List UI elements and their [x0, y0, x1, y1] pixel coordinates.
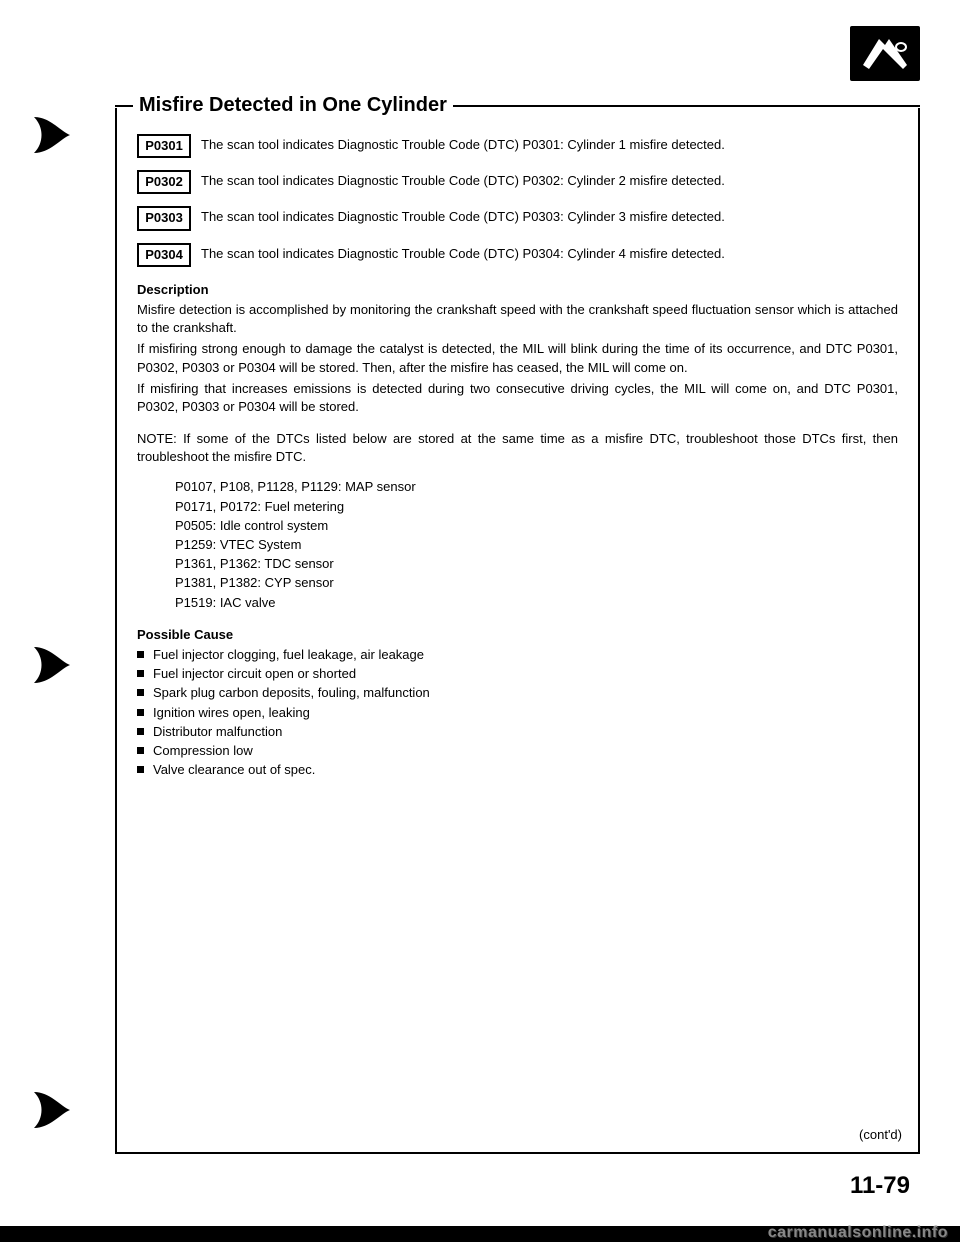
- related-dtc-list: P0107, P108, P1128, P1129: MAP sensor P0…: [175, 478, 898, 611]
- possible-cause-heading: Possible Cause: [137, 626, 898, 644]
- manufacturer-logo: [850, 26, 920, 81]
- dtc-row: P0301 The scan tool indicates Diagnostic…: [137, 134, 898, 158]
- list-item-text: Distributor malfunction: [153, 723, 282, 741]
- list-item-text: Compression low: [153, 742, 253, 760]
- title-row: Misfire Detected in One Cylinder: [115, 94, 920, 117]
- continued-label: (cont'd): [859, 1127, 902, 1142]
- list-item: Fuel injector clogging, fuel leakage, ai…: [137, 646, 898, 664]
- description-paragraph: If misfiring that increases emissions is…: [137, 380, 898, 416]
- dtc-code-box: P0302: [137, 170, 191, 194]
- possible-cause-list: Fuel injector clogging, fuel leakage, ai…: [137, 646, 898, 779]
- dtc-row: P0304 The scan tool indicates Diagnostic…: [137, 243, 898, 267]
- list-item: Spark plug carbon deposits, fouling, mal…: [137, 684, 898, 702]
- bullet-icon: [137, 766, 144, 773]
- list-item: P1361, P1362: TDC sensor: [175, 555, 898, 573]
- page-title: Misfire Detected in One Cylinder: [133, 94, 453, 117]
- description-heading: Description: [137, 281, 898, 299]
- dtc-row: P0303 The scan tool indicates Diagnostic…: [137, 206, 898, 230]
- bullet-icon: [137, 651, 144, 658]
- bullet-icon: [137, 670, 144, 677]
- watermark-text: carmanualsonline.info: [768, 1224, 948, 1242]
- dtc-code-box: P0303: [137, 206, 191, 230]
- list-item: P1259: VTEC System: [175, 536, 898, 554]
- section-arrow-icon: [30, 113, 74, 157]
- dtc-description: The scan tool indicates Diagnostic Troub…: [201, 243, 725, 263]
- list-item: Ignition wires open, leaking: [137, 704, 898, 722]
- title-rule: [115, 105, 133, 107]
- list-item-text: Ignition wires open, leaking: [153, 704, 310, 722]
- list-item-text: Spark plug carbon deposits, fouling, mal…: [153, 684, 430, 702]
- list-item: P0171, P0172: Fuel metering: [175, 498, 898, 516]
- list-item: Distributor malfunction: [137, 723, 898, 741]
- note-text: NOTE: If some of the DTCs listed below a…: [137, 430, 898, 466]
- list-item: P0107, P108, P1128, P1129: MAP sensor: [175, 478, 898, 496]
- list-item-text: Valve clearance out of spec.: [153, 761, 315, 779]
- list-item: P1381, P1382: CYP sensor: [175, 574, 898, 592]
- title-rule: [453, 105, 920, 107]
- dtc-code-box: P0301: [137, 134, 191, 158]
- bottom-bar: carmanualsonline.info: [0, 1226, 960, 1242]
- list-item: Fuel injector circuit open or shorted: [137, 665, 898, 683]
- list-item-text: Fuel injector clogging, fuel leakage, ai…: [153, 646, 424, 664]
- list-item: Compression low: [137, 742, 898, 760]
- content-frame: Misfire Detected in One Cylinder P0301 T…: [115, 108, 920, 1154]
- content-body: P0301 The scan tool indicates Diagnostic…: [117, 108, 918, 792]
- section-arrow-icon: [30, 1088, 74, 1132]
- page: Misfire Detected in One Cylinder P0301 T…: [30, 18, 930, 1224]
- list-item: P0505: Idle control system: [175, 517, 898, 535]
- bullet-icon: [137, 747, 144, 754]
- dtc-description: The scan tool indicates Diagnostic Troub…: [201, 134, 725, 154]
- bullet-icon: [137, 709, 144, 716]
- list-item: P1519: IAC valve: [175, 594, 898, 612]
- list-item: Valve clearance out of spec.: [137, 761, 898, 779]
- list-item-text: Fuel injector circuit open or shorted: [153, 665, 356, 683]
- bullet-icon: [137, 728, 144, 735]
- dtc-code-box: P0304: [137, 243, 191, 267]
- bullet-icon: [137, 689, 144, 696]
- description-paragraph: Misfire detection is accomplished by mon…: [137, 301, 898, 337]
- dtc-row: P0302 The scan tool indicates Diagnostic…: [137, 170, 898, 194]
- dtc-description: The scan tool indicates Diagnostic Troub…: [201, 206, 725, 226]
- description-paragraph: If misfiring strong enough to damage the…: [137, 340, 898, 376]
- section-arrow-icon: [30, 643, 74, 687]
- dtc-description: The scan tool indicates Diagnostic Troub…: [201, 170, 725, 190]
- page-number: 11-79: [850, 1172, 910, 1200]
